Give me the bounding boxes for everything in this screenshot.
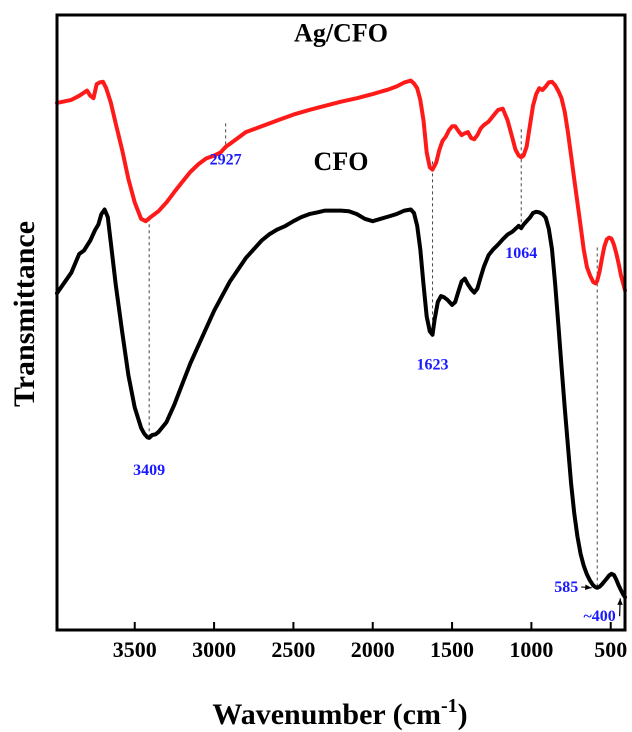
series-line-ag-cfo — [55, 78, 627, 293]
x-axis-title-sup: -1 — [441, 695, 458, 717]
series-lines — [55, 78, 627, 600]
y-axis-title: Transmittance — [8, 221, 41, 407]
peak-label-approx-400: ~400 — [583, 608, 615, 625]
x-tick-label-3000: 3000 — [192, 637, 236, 662]
x-axis-ticks: 3500 3000 2500 2000 1500 1000 500 — [113, 622, 627, 662]
peak-arrow-head-approx-400 — [617, 598, 623, 605]
x-tick-label-1500: 1500 — [430, 637, 474, 662]
peak-label-1623: 1623 — [417, 356, 449, 373]
peak-arrow-head-585 — [585, 584, 592, 590]
x-axis-title: Wavenumber (cm-1) — [212, 695, 467, 731]
x-tick-label-2000: 2000 — [351, 637, 395, 662]
series-label-cfo: CFO — [314, 147, 369, 176]
peak-label-1064: 1064 — [505, 245, 537, 262]
peak-marker-lines — [148, 123, 598, 588]
x-axis-title-main: Wavenumber (cm — [212, 698, 441, 731]
x-tick-label-500: 500 — [594, 637, 627, 662]
plot-frame — [55, 13, 627, 632]
peak-label-2927: 2927 — [210, 151, 242, 168]
series-line-cfo — [55, 207, 627, 600]
peak-annotations: Ag/CFO CFO 3409 2927 1623 1064 585 ~400 — [133, 18, 623, 625]
series-label-ag-cfo: Ag/CFO — [294, 18, 388, 47]
peak-label-3409: 3409 — [133, 462, 165, 479]
x-tick-label-1000: 1000 — [509, 637, 553, 662]
x-tick-label-2500: 2500 — [271, 637, 315, 662]
peak-label-585: 585 — [554, 579, 578, 596]
x-axis-title-close: ) — [458, 698, 468, 731]
x-tick-label-3500: 3500 — [113, 637, 157, 662]
